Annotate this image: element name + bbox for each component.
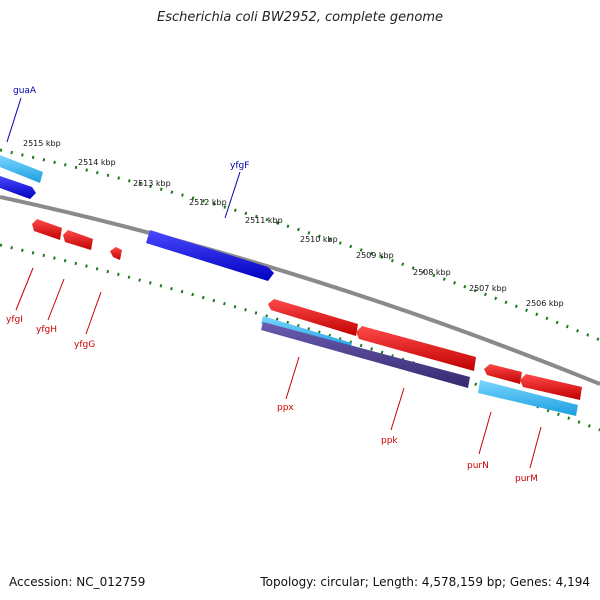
cds-feature [478,380,578,416]
gene-label-yfgI: yfgI [6,315,23,325]
gene-label-ppx: ppx [277,403,294,413]
cds-feature [0,155,43,183]
label-leader [15,267,34,311]
gene-label-yfgF: yfgF [230,161,249,171]
scale-label: 2513 kbp [133,179,171,188]
gene-label-purM: purM [515,474,538,484]
scale-label: 2512 kbp [189,198,227,207]
label-leader [224,171,241,219]
gene-arrow-purM [520,374,582,400]
scale-label: 2511 kbp [245,216,283,225]
gene-arrow-guaA [0,176,36,199]
topology-text: Topology: circular; Length: 4,578,159 bp… [260,575,590,589]
gene-label-yfgG: yfgG [74,340,95,350]
gene-arrow-ppk [356,326,476,371]
scale-label: 2507 kbp [469,284,507,293]
gene-arrow-yfgI [32,219,62,240]
gene-arrow-purN [484,364,522,384]
label-leader [529,426,542,469]
label-leader [85,291,102,335]
label-leader [6,97,22,143]
gene-arrow-yfgG [110,247,122,260]
accession-text: Accession: NC_012759 [9,575,146,589]
gene-label-ppk: ppk [381,436,398,446]
gene-label-guaA: guaA [13,86,37,96]
genome-backbone [0,195,600,386]
label-leader [390,387,405,431]
gene-label-yfgH: yfgH [36,325,57,335]
gene-arrow-yfgF [146,230,274,281]
label-leader [478,411,492,455]
scale-label: 2510 kbp [300,235,338,244]
map-title: Escherichia coli BW2952, complete genome [157,10,443,25]
gene-arrow-yfgH [63,230,93,250]
gene-label-purN: purN [467,461,489,471]
outer-tick-ring [0,148,600,342]
scale-label: 2508 kbp [413,268,451,277]
scale-label: 2509 kbp [356,251,394,260]
scale-label: 2515 kbp [23,139,61,148]
label-leader [285,356,300,400]
scale-label: 2514 kbp [78,158,116,167]
gene-arrow-ppx [268,299,358,336]
scale-label: 2506 kbp [526,299,564,308]
label-leader [47,278,65,321]
cds-feature [261,322,470,388]
